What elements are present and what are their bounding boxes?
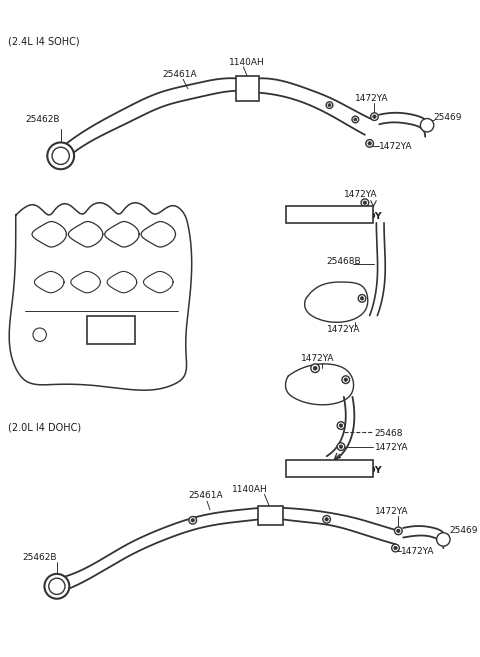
Circle shape (325, 518, 328, 521)
Text: 1472YA: 1472YA (374, 443, 408, 452)
Text: 1472YA: 1472YA (374, 507, 408, 516)
Circle shape (352, 116, 359, 123)
Circle shape (360, 297, 364, 300)
Text: (2.4L I4 SOHC): (2.4L I4 SOHC) (8, 36, 80, 46)
Circle shape (368, 142, 372, 145)
Circle shape (45, 574, 69, 599)
Text: 1472YA: 1472YA (379, 142, 413, 150)
Circle shape (33, 328, 47, 342)
Text: (2.0L I4 DOHC): (2.0L I4 DOHC) (8, 422, 81, 432)
Circle shape (337, 422, 345, 430)
Circle shape (396, 529, 400, 533)
Text: 25468: 25468 (374, 429, 403, 438)
Circle shape (313, 366, 317, 370)
FancyBboxPatch shape (236, 76, 259, 101)
Text: 25462B: 25462B (25, 115, 60, 124)
Circle shape (189, 516, 196, 524)
Circle shape (323, 516, 330, 523)
Text: 1472YA: 1472YA (355, 94, 389, 103)
Circle shape (339, 445, 343, 448)
Circle shape (354, 118, 357, 121)
Circle shape (337, 443, 345, 451)
Text: 1472YA: 1472YA (301, 354, 334, 363)
Circle shape (311, 364, 320, 373)
Text: 1472YA: 1472YA (326, 325, 360, 334)
Circle shape (191, 518, 194, 522)
Circle shape (394, 547, 397, 550)
Circle shape (49, 578, 65, 595)
Text: 1472YA: 1472YA (344, 190, 377, 198)
Text: 25469: 25469 (434, 113, 462, 122)
Text: 25461A: 25461A (162, 70, 197, 79)
FancyBboxPatch shape (258, 506, 283, 525)
Circle shape (52, 147, 69, 164)
FancyBboxPatch shape (287, 460, 372, 477)
Text: 25469: 25469 (449, 526, 478, 535)
Circle shape (373, 115, 376, 118)
Circle shape (371, 113, 378, 120)
Circle shape (437, 533, 450, 546)
Circle shape (392, 544, 399, 552)
FancyBboxPatch shape (87, 315, 135, 344)
Text: 1140AH: 1140AH (229, 58, 265, 66)
Text: 25461A: 25461A (188, 491, 223, 500)
FancyBboxPatch shape (287, 206, 372, 223)
Text: 25462B: 25462B (23, 553, 57, 562)
Text: 25468B: 25468B (326, 257, 361, 265)
Circle shape (363, 201, 367, 204)
Circle shape (358, 294, 366, 302)
Circle shape (328, 104, 331, 106)
Circle shape (326, 102, 333, 108)
Circle shape (395, 527, 402, 535)
Circle shape (48, 143, 74, 170)
Text: 1472YA: 1472YA (401, 547, 435, 556)
Text: THROTTLE  BODY: THROTTLE BODY (290, 466, 382, 475)
Text: 1140AH: 1140AH (232, 485, 268, 494)
Circle shape (342, 376, 349, 384)
Circle shape (366, 139, 373, 147)
Circle shape (361, 199, 369, 206)
Circle shape (420, 118, 434, 132)
Circle shape (339, 424, 343, 427)
Circle shape (344, 378, 348, 382)
Text: THROTTLE  BODY: THROTTLE BODY (290, 212, 382, 221)
